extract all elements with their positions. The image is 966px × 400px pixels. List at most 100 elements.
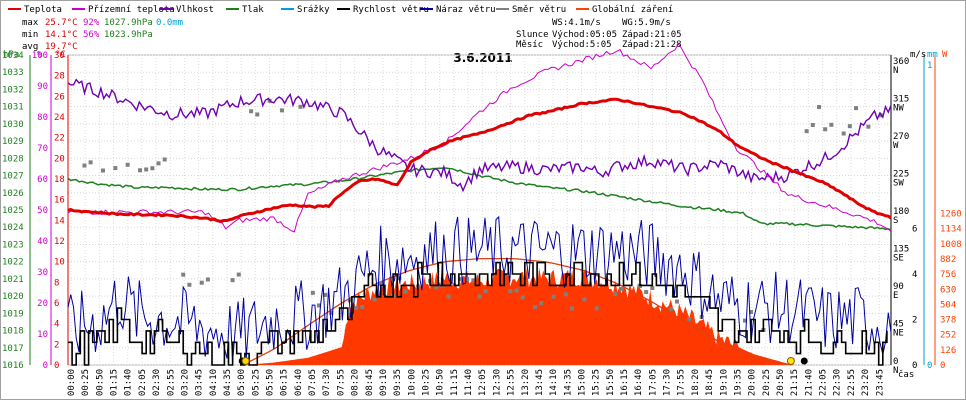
series-wind-direction-point bbox=[613, 292, 618, 297]
tick-label-w: 1260 bbox=[940, 210, 962, 220]
tick-label-time: 00:25 bbox=[81, 369, 91, 396]
tick-label-w: 630 bbox=[940, 285, 956, 295]
series-wind-direction-point bbox=[594, 306, 599, 311]
tick-label-time: 08:20 bbox=[351, 369, 361, 396]
series-wind-direction-point bbox=[644, 290, 649, 295]
series-wind-direction-point bbox=[539, 301, 544, 306]
series-wind-direction-point bbox=[619, 286, 624, 291]
tick-label-hpa: 1032 bbox=[2, 85, 24, 95]
tick-label-time: 09:10 bbox=[379, 369, 389, 396]
series-wind-direction-point bbox=[866, 124, 871, 129]
tick-label-ms: 0 bbox=[912, 361, 917, 371]
tick-label-time: 18:45 bbox=[705, 369, 715, 396]
tick-label-time: 13:20 bbox=[521, 369, 531, 396]
series-wind-direction-point bbox=[144, 167, 149, 172]
moon-label: Měsíc bbox=[516, 40, 543, 50]
legend-label: Tlak bbox=[242, 5, 264, 15]
series-wind-direction-point bbox=[329, 310, 334, 315]
tick-label-time: 07:55 bbox=[336, 369, 346, 396]
tick-label-time: 10:00 bbox=[407, 369, 417, 396]
tick-label-temp: 8 bbox=[54, 278, 59, 288]
tick-label-temp: 20 bbox=[54, 154, 65, 164]
series-wind-speed bbox=[68, 261, 888, 366]
series-wind-direction-point bbox=[551, 294, 556, 299]
series-wind-direction-point bbox=[533, 304, 538, 309]
series-wind-direction-point bbox=[508, 289, 513, 294]
tick-label-time: 17:05 bbox=[648, 369, 658, 396]
tick-label-time: 11:15 bbox=[450, 369, 460, 396]
tick-label-hpa: 1024 bbox=[2, 223, 24, 233]
tick-label-time: 15:25 bbox=[592, 369, 602, 396]
tick-label-time: 20:00 bbox=[748, 369, 758, 396]
tick-label-temp: 22 bbox=[54, 134, 65, 144]
series-wind-direction-point bbox=[477, 294, 482, 299]
tick-label-w: 1134 bbox=[940, 225, 962, 235]
series-wind-direction-point bbox=[100, 168, 105, 173]
series-wind-direction-point bbox=[378, 281, 383, 286]
series-wind-direction-point bbox=[138, 168, 143, 173]
direction-degree: 45 bbox=[893, 320, 904, 330]
tick-label-time: 07:30 bbox=[322, 369, 332, 396]
wind-speed-avg: WS:4.1m/s bbox=[552, 18, 601, 28]
series-wind-direction-point bbox=[847, 124, 852, 129]
legend-label: Vlhkost bbox=[176, 5, 214, 15]
tick-label-time: 02:05 bbox=[138, 369, 148, 396]
series-wind-direction-point bbox=[347, 298, 352, 303]
tick-label-time: 04:10 bbox=[209, 369, 219, 396]
stat-min-temp: 14.1°C bbox=[45, 30, 78, 40]
stat-max-rain: 0.0mm bbox=[156, 18, 183, 28]
series-wind-direction-point bbox=[650, 285, 655, 290]
sun-rise: Východ:05:05 bbox=[552, 30, 617, 40]
direction-degree: 270 bbox=[893, 132, 909, 142]
axis-unit-w: W bbox=[942, 50, 948, 60]
series-wind-direction-point bbox=[230, 278, 235, 283]
legend-label: Náraz větru bbox=[436, 5, 496, 15]
legend-label: Směr větru bbox=[512, 5, 566, 15]
tick-label-temp: 16 bbox=[54, 196, 65, 206]
sun-set: Západ:21:05 bbox=[622, 30, 682, 40]
direction-degree: 90 bbox=[893, 282, 904, 292]
tick-label-pct: 20 bbox=[37, 299, 48, 309]
series-humidity bbox=[67, 78, 892, 193]
axis-unit-ms: m/s bbox=[910, 50, 926, 60]
tick-label-time: 23:20 bbox=[861, 369, 871, 396]
series-wind-direction-point bbox=[360, 304, 365, 309]
series-wind-direction-point bbox=[249, 109, 254, 114]
series-wind-gust bbox=[67, 215, 892, 362]
tick-label-pct: 60 bbox=[37, 175, 48, 185]
tick-label-ms: 2 bbox=[912, 316, 917, 326]
stat-max-hum: 92% bbox=[83, 18, 100, 28]
series-wind-direction-point bbox=[483, 289, 488, 294]
direction-degree: 225 bbox=[893, 170, 909, 180]
tick-label-temp: 4 bbox=[54, 320, 59, 330]
tick-label-temp: 26 bbox=[54, 92, 65, 102]
direction-name: SE bbox=[893, 254, 904, 264]
series-wind-direction-point bbox=[687, 317, 692, 322]
tick-label-temp: 18 bbox=[54, 175, 65, 185]
series-wind-direction-point bbox=[187, 282, 192, 287]
direction-name: NW bbox=[893, 104, 904, 114]
tick-label-hpa: 1017 bbox=[2, 344, 24, 354]
series-clear-sky-radiation bbox=[242, 257, 792, 366]
tick-label-hpa: 1025 bbox=[2, 206, 24, 216]
tick-label-time: 01:40 bbox=[124, 369, 134, 396]
tick-label-pct: 70 bbox=[37, 144, 48, 154]
series-wind-direction-point bbox=[465, 277, 470, 282]
tick-label-time: 05:50 bbox=[266, 369, 276, 396]
tick-label-time: 18:20 bbox=[691, 369, 701, 396]
tick-label-time: 22:55 bbox=[847, 369, 857, 396]
stat-avg-temp: 19.7°C bbox=[45, 42, 78, 52]
series-wind-direction-point bbox=[854, 106, 859, 111]
series-wind-direction-point bbox=[162, 157, 167, 162]
tick-label-hpa: 1030 bbox=[2, 120, 24, 130]
series-wind-direction-point bbox=[582, 297, 587, 302]
direction-name: S bbox=[893, 216, 898, 226]
legend-label: Teplota bbox=[24, 5, 62, 15]
tick-label-time: 23:45 bbox=[875, 369, 885, 396]
tick-label-temp: 6 bbox=[54, 299, 59, 309]
series-wind-direction-point bbox=[310, 290, 315, 295]
tick-label-time: 15:00 bbox=[577, 369, 587, 396]
series-wind-direction-point bbox=[749, 310, 754, 315]
series-wind-direction-point bbox=[823, 127, 828, 132]
tick-label-time: 05:25 bbox=[251, 369, 261, 396]
